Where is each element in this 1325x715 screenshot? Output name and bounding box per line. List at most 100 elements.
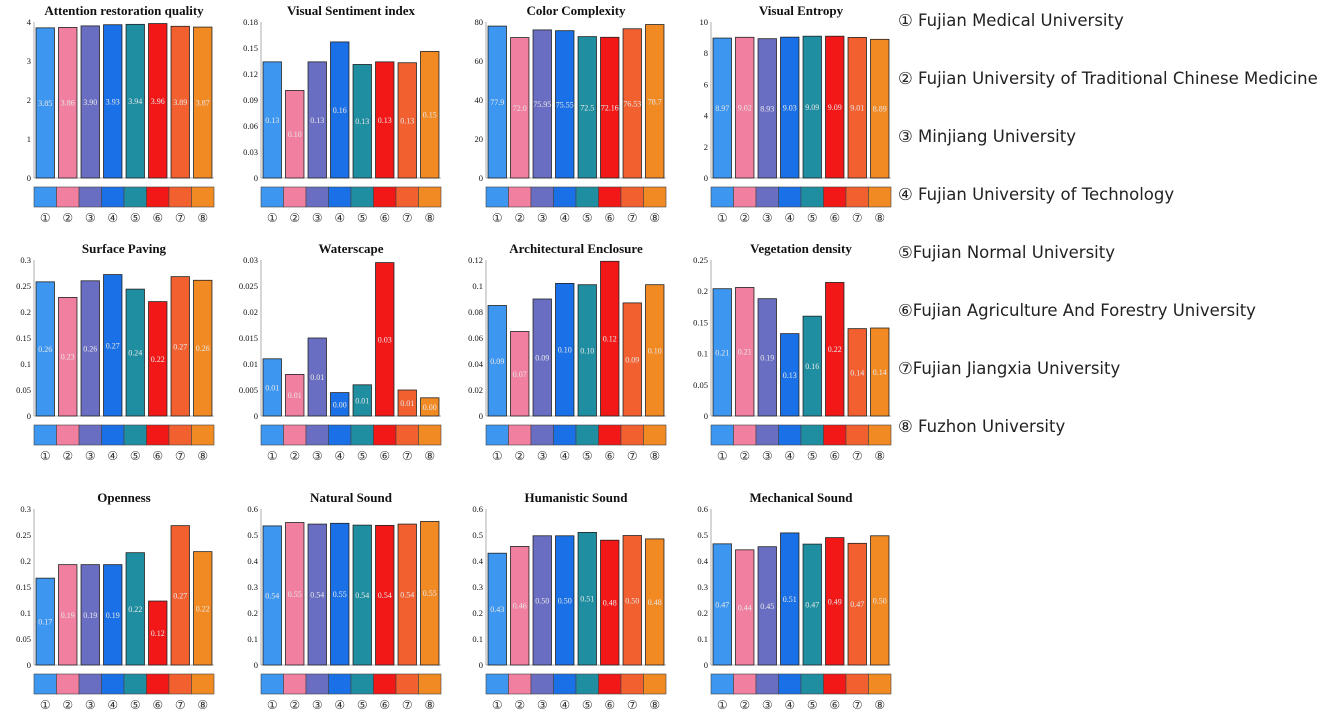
- color-key-cell: [823, 424, 847, 446]
- chart-title: Humanistic Sound: [525, 490, 629, 505]
- category-marker: ⑦: [852, 698, 863, 712]
- category-marker: ③: [762, 449, 773, 463]
- bar: [825, 282, 845, 417]
- data-label: 75.95: [533, 100, 551, 109]
- category-marker: ①: [492, 698, 503, 712]
- color-key-cell: [260, 424, 284, 446]
- color-key-cell: [168, 424, 192, 446]
- color-key-cell: [101, 424, 125, 446]
- data-label: 0.16: [333, 106, 347, 115]
- color-key-cell: [485, 673, 509, 695]
- category-marker: ⑥: [152, 449, 163, 463]
- y-tick-label: 0.3: [247, 582, 258, 592]
- bar: [600, 539, 620, 666]
- y-tick-label: 0.015: [239, 333, 258, 343]
- category-marker: ②: [514, 449, 525, 463]
- chart-grid: Attention restoration quality 0 1 2 3 4 3.85 3.…: [16, 3, 892, 712]
- y-tick-label: 0: [704, 660, 708, 670]
- y-tick-label: 4: [27, 17, 32, 27]
- data-label: 0.10: [648, 346, 662, 355]
- data-label: 0.07: [513, 370, 527, 379]
- category-marker: ⑦: [402, 698, 413, 712]
- bar: [847, 328, 867, 417]
- bar: [600, 36, 620, 179]
- bar: [375, 61, 395, 179]
- bar: [148, 23, 168, 179]
- color-key-cell: [418, 424, 442, 446]
- color-key-cell: [260, 186, 284, 208]
- data-label: 0.21: [738, 348, 752, 357]
- y-tick-label: 0.4: [697, 556, 708, 566]
- color-key-cell: [845, 673, 869, 695]
- bar: [847, 542, 867, 666]
- y-tick-label: 1: [27, 134, 31, 144]
- y-tick-label: 0.4: [247, 556, 258, 566]
- bar: [735, 36, 755, 179]
- color-key-cell: [553, 673, 577, 695]
- category-marker: ②: [739, 698, 750, 712]
- color-key-cell: [508, 186, 532, 208]
- data-label: 0.14: [850, 368, 864, 377]
- data-label: 9.01: [850, 104, 864, 113]
- color-key-cell: [643, 424, 667, 446]
- color-key-cell: [530, 186, 554, 208]
- y-tick-label: 0: [27, 660, 31, 670]
- bar: [757, 298, 777, 417]
- data-label: 0.19: [106, 611, 120, 620]
- y-tick-label: 0.3: [20, 255, 31, 265]
- data-label: 0.10: [288, 130, 302, 139]
- bar: [532, 535, 552, 666]
- category-marker: ⑤: [130, 449, 141, 463]
- y-tick-label: 40: [475, 95, 484, 105]
- y-tick-label: 0.6: [697, 504, 708, 514]
- data-label: 8.97: [715, 104, 729, 113]
- bar: [330, 392, 350, 417]
- color-key-cell: [553, 186, 577, 208]
- y-tick-label: 2: [27, 95, 31, 105]
- data-label: 0.12: [151, 629, 165, 638]
- y-tick-label: 0.04: [468, 359, 484, 369]
- bar: [285, 90, 305, 179]
- category-marker: ④: [784, 211, 795, 225]
- bar: [780, 532, 800, 666]
- y-tick-label: 0.3: [472, 582, 483, 592]
- color-key-cell: [123, 186, 147, 208]
- y-tick-label: 0.03: [243, 147, 258, 157]
- data-label: 3.90: [83, 98, 97, 107]
- y-tick-label: 0.25: [16, 281, 31, 291]
- bar: [510, 331, 530, 417]
- category-marker: ⑥: [604, 698, 615, 712]
- bar: [735, 549, 755, 666]
- bar: [577, 36, 597, 179]
- color-key-cell: [328, 186, 352, 208]
- category-marker: ④: [107, 449, 118, 463]
- bar: [757, 546, 777, 666]
- category-marker: ①: [717, 698, 728, 712]
- color-key-cell: [575, 424, 599, 446]
- chart-title: Color Complexity: [526, 3, 626, 18]
- y-tick-label: 0: [479, 173, 483, 183]
- color-key-cell: [395, 186, 419, 208]
- category-marker: ⑧: [424, 211, 435, 225]
- data-label: 0.24: [128, 349, 142, 358]
- y-tick-label: 0.6: [472, 504, 483, 514]
- color-key-cell: [33, 673, 57, 695]
- color-key-cell: [575, 673, 599, 695]
- chart-title: Attention restoration quality: [44, 3, 204, 18]
- y-tick-label: 0.12: [243, 69, 258, 79]
- category-marker: ⑤: [130, 211, 141, 225]
- y-tick-label: 0: [254, 173, 258, 183]
- y-tick-label: 0.18: [243, 17, 258, 27]
- category-marker: ⑦: [627, 698, 638, 712]
- bar: [148, 301, 168, 417]
- bar: [802, 315, 822, 417]
- chart-title: Natural Sound: [310, 490, 393, 505]
- color-key-cell: [530, 673, 554, 695]
- color-key-cell: [778, 186, 802, 208]
- y-tick-label: 0: [479, 660, 483, 670]
- data-label: 0.09: [535, 354, 549, 363]
- category-marker: ⑤: [807, 211, 818, 225]
- bar: [397, 389, 417, 417]
- data-label: 0.27: [173, 591, 187, 600]
- color-key-cell: [620, 673, 644, 695]
